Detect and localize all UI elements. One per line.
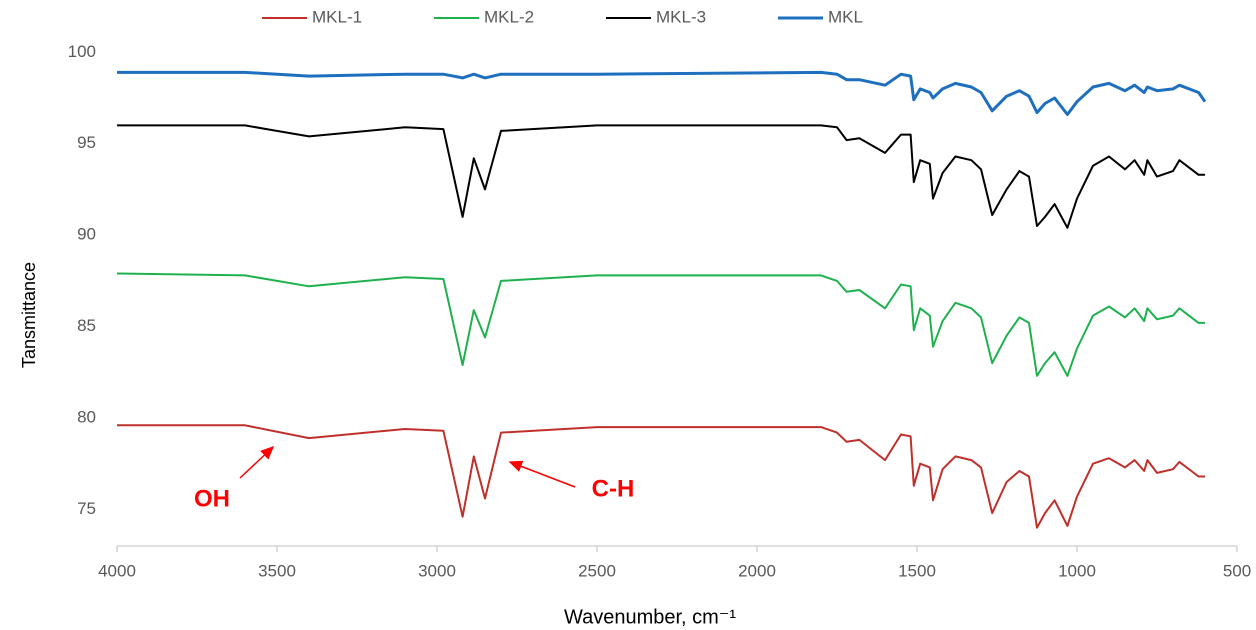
legend-label: MKL-2: [484, 7, 534, 26]
y-tick-label: 75: [77, 499, 96, 518]
x-tick-label: 3000: [418, 561, 456, 580]
y-axis-label: Tansmittance: [19, 262, 39, 368]
x-axis-label: Wavenumber, cm⁻¹: [564, 606, 736, 628]
annotation-arrow: [508, 460, 576, 488]
y-tick-label: 100: [68, 42, 96, 61]
y-tick-label: 80: [77, 407, 96, 426]
annotation: OH: [194, 485, 230, 512]
x-tick-label: 1000: [1058, 561, 1096, 580]
x-tick-label: 2500: [578, 561, 616, 580]
y-tick-label: 90: [77, 225, 96, 244]
annotation: C-H: [592, 475, 635, 502]
x-tick-label: 4000: [98, 561, 136, 580]
series-line: [117, 70, 1207, 116]
legend-label: MKL-1: [312, 7, 362, 26]
x-tick-label: 1500: [898, 561, 936, 580]
x-tick-label: 500: [1223, 561, 1251, 580]
y-tick-label: 95: [77, 133, 96, 152]
x-tick-label: 3500: [258, 561, 296, 580]
y-tick-label: 85: [77, 316, 96, 335]
series-line: [116, 272, 1205, 377]
series-line: [117, 424, 1205, 529]
legend-label: MKL-3: [656, 7, 706, 26]
legend-label: MKL: [828, 7, 863, 26]
x-tick-label: 2000: [738, 561, 776, 580]
series-line: [117, 124, 1205, 229]
annotation-arrow: [239, 445, 275, 479]
